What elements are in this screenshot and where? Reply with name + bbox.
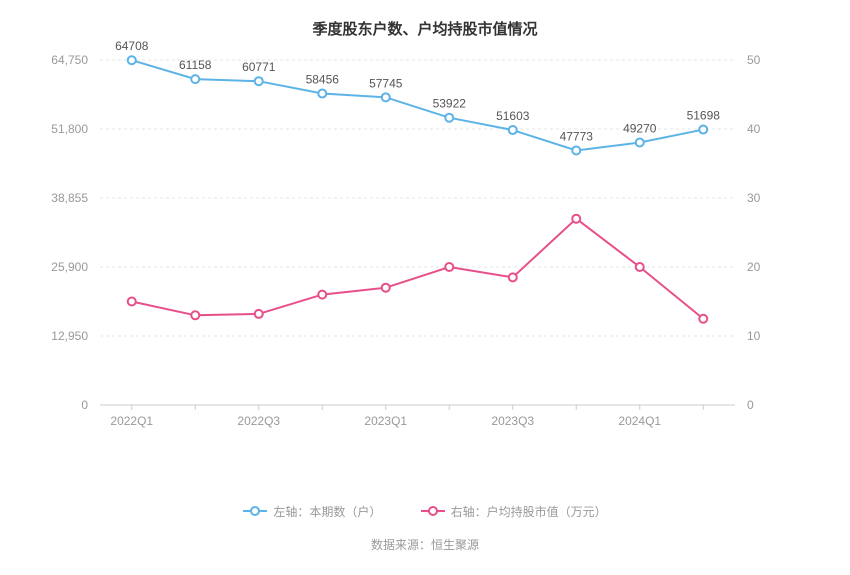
legend-label-right: 右轴：户均持股市值（万元） bbox=[451, 503, 607, 520]
series-point-right-series-8 bbox=[636, 263, 644, 271]
legend-item-right: 右轴：户均持股市值（万元） bbox=[421, 503, 607, 520]
legend-swatch-right bbox=[421, 505, 445, 517]
series-point-left-series-6 bbox=[509, 126, 517, 134]
data-source: 数据来源：恒生聚源 bbox=[0, 536, 850, 553]
series-point-right-series-4 bbox=[382, 284, 390, 292]
series-label-left-series-2: 60771 bbox=[242, 60, 276, 74]
y-right-tick-1: 10 bbox=[747, 329, 761, 343]
x-tick-6: 2023Q3 bbox=[491, 414, 534, 428]
y-left-tick-0: 0 bbox=[81, 398, 88, 412]
y-right-tick-4: 40 bbox=[747, 122, 761, 136]
y-left-tick-4: 51,800 bbox=[51, 122, 88, 136]
chart-title: 季度股东户数、户均持股市值情况 bbox=[0, 0, 850, 39]
legend: 左轴：本期数（户） 右轴：户均持股市值（万元） bbox=[0, 503, 850, 521]
series-point-right-series-3 bbox=[318, 291, 326, 299]
y-right-tick-3: 30 bbox=[747, 191, 761, 205]
series-point-left-series-5 bbox=[445, 114, 453, 122]
series-label-left-series-1: 61158 bbox=[179, 58, 212, 72]
series-point-right-series-5 bbox=[445, 263, 453, 271]
series-label-left-series-7: 47773 bbox=[560, 129, 594, 143]
series-point-left-series-3 bbox=[318, 90, 326, 98]
series-label-left-series-9: 51698 bbox=[687, 109, 721, 123]
y-right-tick-2: 20 bbox=[747, 260, 761, 274]
series-label-left-series-6: 51603 bbox=[496, 109, 530, 123]
series-point-right-series-1 bbox=[191, 311, 199, 319]
chart-container: { "chart": { "type": "line-dual-axis", "… bbox=[0, 0, 850, 575]
series-point-left-series-7 bbox=[572, 146, 580, 154]
series-line-right-series bbox=[132, 219, 704, 319]
y-left-tick-1: 12,950 bbox=[51, 329, 88, 343]
y-right-tick-0: 0 bbox=[747, 398, 754, 412]
y-right-tick-5: 50 bbox=[747, 53, 761, 67]
series-point-left-series-1 bbox=[191, 75, 199, 83]
series-point-right-series-0 bbox=[128, 298, 136, 306]
x-tick-4: 2023Q1 bbox=[364, 414, 407, 428]
y-left-tick-5: 64,750 bbox=[51, 53, 88, 67]
series-label-left-series-4: 57745 bbox=[369, 76, 403, 90]
series-line-left-series bbox=[132, 60, 704, 150]
legend-item-left: 左轴：本期数（户） bbox=[243, 503, 381, 520]
x-tick-2: 2022Q3 bbox=[237, 414, 280, 428]
legend-label-left: 左轴：本期数（户） bbox=[273, 503, 381, 520]
series-point-left-series-2 bbox=[255, 77, 263, 85]
series-point-left-series-4 bbox=[382, 93, 390, 101]
y-left-tick-2: 25,900 bbox=[51, 260, 88, 274]
plot-area: 012,95025,90038,85551,80064,750010203040… bbox=[90, 55, 745, 445]
series-label-left-series-3: 58456 bbox=[306, 73, 340, 87]
chart-svg: 012,95025,90038,85551,80064,750010203040… bbox=[90, 55, 745, 445]
series-point-right-series-2 bbox=[255, 310, 263, 318]
series-point-left-series-9 bbox=[699, 126, 707, 134]
series-point-right-series-6 bbox=[509, 273, 517, 281]
series-point-right-series-7 bbox=[572, 215, 580, 223]
y-left-tick-3: 38,855 bbox=[51, 191, 88, 205]
x-tick-0: 2022Q1 bbox=[110, 414, 153, 428]
series-point-right-series-9 bbox=[699, 315, 707, 323]
series-point-left-series-8 bbox=[636, 138, 644, 146]
series-label-left-series-0: 64708 bbox=[115, 39, 149, 53]
series-label-left-series-5: 53922 bbox=[433, 97, 467, 111]
legend-swatch-left bbox=[243, 505, 267, 517]
x-tick-8: 2024Q1 bbox=[618, 414, 661, 428]
series-label-left-series-8: 49270 bbox=[623, 121, 657, 135]
series-point-left-series-0 bbox=[128, 56, 136, 64]
